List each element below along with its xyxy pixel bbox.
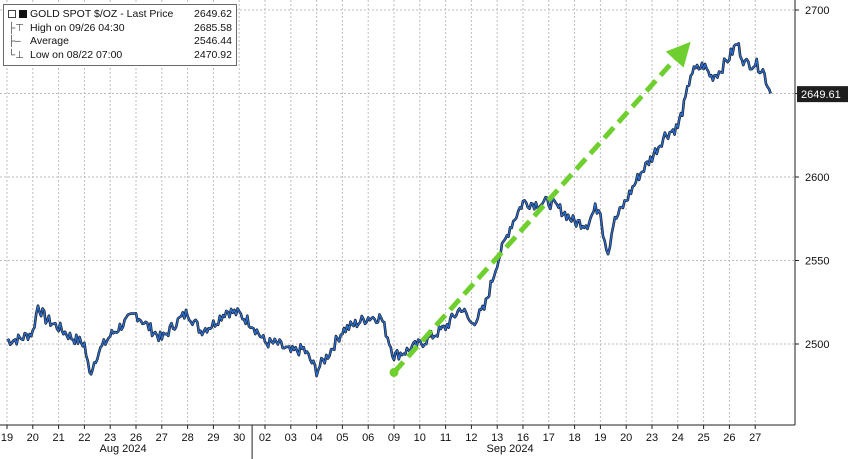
legend-average-value: 2546.44 <box>194 35 232 47</box>
x-tick-label: 23 <box>104 432 116 444</box>
x-tick-label: 28 <box>181 432 193 444</box>
legend-low-row: └⊥ Low on 08/22 07:00 2470.92 <box>8 49 232 63</box>
legend-last-price: 2649.62 <box>194 8 232 20</box>
last-price-tag <box>797 86 848 103</box>
legend-low-value: 2470.92 <box>194 48 232 61</box>
legend-title-row: GOLD SPOT $/OZ - Last Price 2649.62 <box>8 8 232 22</box>
x-tick-label: 09 <box>388 432 400 444</box>
x-tick-label: 17 <box>543 432 555 444</box>
x-tick-label: 03 <box>285 432 297 444</box>
x-tick-label: 13 <box>491 432 503 444</box>
x-tick-label: 06 <box>362 432 374 444</box>
x-tick-label: 23 <box>646 432 658 444</box>
last-price-tag-label: 2649.61 <box>801 89 841 101</box>
trend-arrow-start <box>389 367 399 377</box>
low-marker-icon: └⊥ <box>8 49 24 61</box>
average-marker-icon: ├– <box>8 36 21 47</box>
x-tick-label: 27 <box>749 432 761 444</box>
x-tick-label: 27 <box>156 432 168 444</box>
y-tick-label: 2550 <box>805 256 829 268</box>
price-line <box>6 42 772 377</box>
x-tick-label: 29 <box>207 432 219 444</box>
y-tick-label: 2600 <box>805 172 829 184</box>
legend-low-label: Low on 08/22 07:00 <box>30 48 123 61</box>
trend-arrow-head <box>665 41 691 68</box>
legend-high-row: ├⊤ High on 09/26 04:30 2685.58 <box>8 22 232 36</box>
x-tick-label: 26 <box>723 432 735 444</box>
y-tick-label: 2700 <box>805 5 829 17</box>
x-period-label: Aug 2024 <box>100 443 147 455</box>
x-tick-label: 24 <box>672 432 684 444</box>
x-tick-label: 10 <box>414 432 426 444</box>
y-tick-label: 2500 <box>805 339 829 351</box>
x-tick-label: 19 <box>1 432 13 444</box>
x-tick-label: 26 <box>130 432 142 444</box>
x-tick-label: 25 <box>697 432 709 444</box>
x-tick-label: 05 <box>336 432 348 444</box>
x-tick-label: 02 <box>259 432 271 444</box>
x-tick-label: 22 <box>78 432 90 444</box>
legend-high-label: High on 09/26 04:30 <box>30 21 125 34</box>
price-layer <box>6 42 772 378</box>
legend-high-value: 2685.58 <box>194 21 232 34</box>
x-tick-label: 20 <box>27 432 39 444</box>
x-tick-label: 11 <box>440 432 451 444</box>
x-tick-label: 04 <box>310 432 322 444</box>
high-marker-icon: ├⊤ <box>8 22 24 34</box>
x-tick-label: 20 <box>620 432 632 444</box>
x-tick-label: 30 <box>233 432 245 444</box>
x-tick-label: 12 <box>465 432 477 444</box>
trend-arrow-layer <box>389 41 691 377</box>
chart-legend: GOLD SPOT $/OZ - Last Price 2649.62 ├⊤ H… <box>3 4 237 66</box>
x-period-label: Sep 2024 <box>487 443 534 455</box>
x-tick-label: 19 <box>594 432 606 444</box>
legend-title: GOLD SPOT $/OZ - Last Price <box>30 8 174 20</box>
x-tick-label: 21 <box>52 432 64 444</box>
x-tick-label: 18 <box>568 432 580 444</box>
legend-average-label: Average <box>30 35 69 47</box>
trend-arrow-shaft <box>392 57 677 375</box>
legend-average-row: ├– Average 2546.44 <box>8 35 232 49</box>
series-swatch-icon <box>8 8 30 22</box>
x-tick-label: 16 <box>517 432 529 444</box>
